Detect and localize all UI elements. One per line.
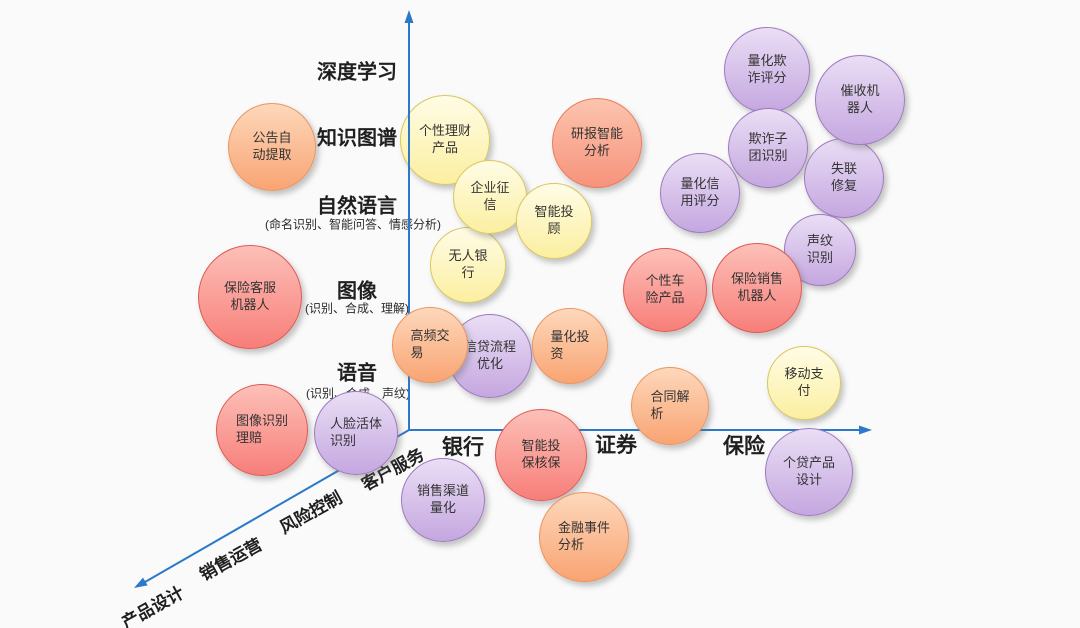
bubble-quant-credit-scoring: 量化信 用评分 bbox=[660, 153, 740, 233]
bubble-label: 人脸活体 识别 bbox=[329, 416, 382, 448]
bubble-label: 信贷流程 优化 bbox=[463, 339, 516, 371]
bubble-label: 量化欺 诈评分 bbox=[747, 53, 787, 85]
bubble-smart-underwriting: 智能投 保核保 bbox=[495, 409, 587, 501]
bubble-label: 智能投 保核保 bbox=[521, 438, 561, 470]
bubble-label: 声纹 识别 bbox=[806, 233, 833, 265]
tech-axis-label: 语音 bbox=[337, 362, 377, 385]
bubble-research-report-ai-analysis: 研报智能 分析 bbox=[552, 98, 642, 188]
tech-axis-label: 图像 bbox=[337, 280, 377, 303]
bubble-lost-contact-repair: 失联 修复 bbox=[804, 138, 884, 218]
bubble-personal-loan-product-design: 个贷产品 设计 bbox=[765, 428, 853, 516]
tech-axis-label: 知识图谱 bbox=[317, 127, 397, 150]
bubble-label: 无人银 行 bbox=[448, 248, 488, 280]
bubble-label: 个贷产品 设计 bbox=[782, 455, 835, 487]
bubble-label: 个性车 险产品 bbox=[645, 273, 685, 305]
industry-axis-label: 银行 bbox=[442, 436, 484, 459]
bubble-label: 移动支 付 bbox=[784, 366, 824, 398]
bubble-face-liveness-detection: 人脸活体 识别 bbox=[314, 391, 398, 475]
bubble-enterprise-credit-report: 企业征 信 bbox=[453, 160, 527, 234]
bubble-label: 企业征 信 bbox=[470, 180, 510, 212]
bubble-label: 欺诈子 团识别 bbox=[748, 131, 788, 163]
bubble-collection-robot: 催收机 器人 bbox=[815, 55, 905, 145]
bubble-label: 金融事件 分析 bbox=[557, 520, 610, 552]
bubble-insurance-service-robot: 保险客服 机器人 bbox=[198, 245, 302, 349]
bubble-label: 催收机 器人 bbox=[840, 83, 880, 115]
bubble-label: 失联 修复 bbox=[830, 161, 857, 193]
bubble-quant-fraud-scoring: 量化欺 诈评分 bbox=[724, 27, 810, 113]
bubble-label: 保险销售 机器人 bbox=[730, 271, 783, 303]
tech-axis-sublabel: (识别、合成、理解) bbox=[305, 301, 409, 316]
bubble-label: 合同解 析 bbox=[650, 389, 690, 421]
bubble-robo-advisor: 智能投 顾 bbox=[516, 183, 592, 259]
bubble-quant-investment: 量化投 资 bbox=[532, 308, 608, 384]
bubble-label: 公告自 动提取 bbox=[252, 130, 292, 162]
industry-axis-label: 证券 bbox=[595, 434, 637, 457]
bubble-contract-parsing: 合同解 析 bbox=[631, 367, 709, 445]
bubble-label: 个性理财 产品 bbox=[418, 123, 471, 155]
tech-axis-label: 自然语言 bbox=[317, 195, 397, 218]
bubble-sales-channel-quantification: 销售渠道 量化 bbox=[401, 458, 485, 542]
industry-axis-label: 保险 bbox=[723, 435, 765, 458]
bubble-fraud-ring-detection: 欺诈子 团识别 bbox=[728, 108, 808, 188]
bubble-label: 智能投 顾 bbox=[534, 204, 574, 236]
bubble-label: 保险客服 机器人 bbox=[223, 280, 276, 312]
tech-axis-sublabel: (命名识别、智能问答、情感分析) bbox=[265, 217, 441, 232]
bubble-insurance-sales-robot: 保险销售 机器人 bbox=[712, 243, 802, 333]
bubble-personal-auto-insurance: 个性车 险产品 bbox=[623, 248, 707, 332]
tech-axis-label: 深度学习 bbox=[317, 61, 397, 84]
bubble-label: 量化信 用评分 bbox=[680, 176, 720, 208]
bubble-announcement-auto-extraction: 公告自 动提取 bbox=[228, 103, 316, 191]
bubble-label: 销售渠道 量化 bbox=[416, 483, 469, 515]
bubble-label: 量化投 资 bbox=[550, 329, 590, 361]
bubble-mobile-payment: 移动支 付 bbox=[767, 346, 841, 420]
bubble-high-frequency-trading: 高频交 易 bbox=[392, 307, 468, 383]
bubble-financial-event-analysis: 金融事件 分析 bbox=[539, 492, 629, 582]
bubble-unmanned-bank: 无人银 行 bbox=[430, 227, 506, 303]
bubble-label: 高频交 易 bbox=[410, 328, 450, 360]
bubble-label: 研报智能 分析 bbox=[570, 126, 623, 158]
bubble-label: 图像识别 理赔 bbox=[235, 413, 288, 445]
bubble-image-recognition-claims: 图像识别 理赔 bbox=[216, 384, 308, 476]
